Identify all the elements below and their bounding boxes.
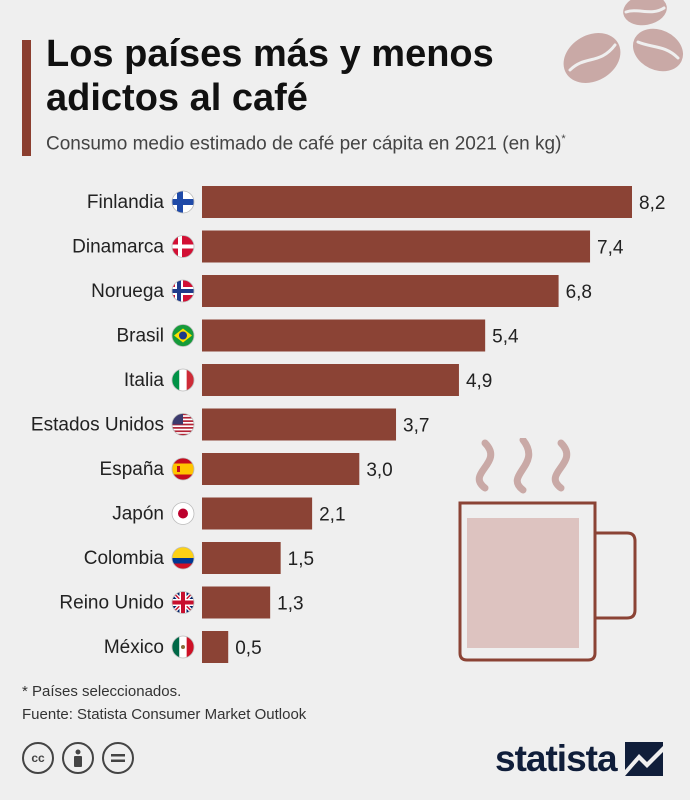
footnote-block: * Países seleccionados. Fuente: Statista… xyxy=(22,680,306,726)
flag-outline xyxy=(171,235,195,258)
brand-name: statista xyxy=(495,738,618,779)
flag-spain-icon xyxy=(172,458,194,480)
bar xyxy=(202,275,559,307)
subtitle-footnote-marker: * xyxy=(561,133,566,145)
value-label: 0,5 xyxy=(235,638,261,659)
flag-outline xyxy=(171,190,195,214)
value-label: 4,9 xyxy=(466,371,492,392)
bar xyxy=(202,453,360,485)
bar xyxy=(202,230,591,263)
value-label: 3,7 xyxy=(403,416,429,437)
bar xyxy=(202,319,486,352)
bar xyxy=(202,364,459,396)
chart-title: Los países más y menos adictos al café xyxy=(46,33,494,119)
flag-colombia-icon xyxy=(172,547,194,569)
category-label: Noruega xyxy=(91,281,164,302)
flag-outline xyxy=(171,279,195,303)
flag-italy-icon xyxy=(172,369,194,391)
category-label: Japón xyxy=(112,504,164,525)
value-label: 8,2 xyxy=(639,193,665,214)
category-label: Colombia xyxy=(84,548,165,569)
bar-chart: Finlandia 8,2 Dinamarca 7,4 Noruega 6,8 Brasil… xyxy=(31,186,665,663)
title-accent-bar xyxy=(22,40,31,156)
flag-brazil-icon xyxy=(172,324,194,347)
statista-logo[interactable]: statista xyxy=(495,738,663,780)
flag-outline xyxy=(171,413,195,436)
flag-norway-icon xyxy=(172,280,194,302)
flag-uk-icon xyxy=(172,591,194,614)
flag-denmark-icon xyxy=(172,235,194,258)
coffee-mug-icon xyxy=(458,438,637,662)
category-label: México xyxy=(104,637,164,658)
flag-outline xyxy=(171,457,195,481)
flag-outline xyxy=(171,324,195,347)
category-label: Estados Unidos xyxy=(31,415,164,436)
bar xyxy=(202,186,632,218)
attribution-icon[interactable] xyxy=(62,742,94,774)
category-label: España xyxy=(100,459,165,480)
chart-subtitle: Consumo medio estimado de café per cápit… xyxy=(46,133,686,155)
category-label: Dinamarca xyxy=(72,237,164,258)
flag-outline xyxy=(171,635,195,659)
category-label: Brasil xyxy=(116,326,164,347)
bar xyxy=(202,497,313,530)
bar xyxy=(202,408,397,441)
subtitle-text: Consumo medio estimado de café per cápit… xyxy=(46,133,562,155)
flag-outline xyxy=(171,502,195,525)
value-label: 5,4 xyxy=(492,327,519,348)
value-label: 3,0 xyxy=(366,460,392,481)
coffee-beans-icon xyxy=(563,0,684,83)
footnote-text: * Países seleccionados. xyxy=(22,683,182,700)
flag-finland-icon xyxy=(172,191,194,213)
category-label: Reino Unido xyxy=(59,593,164,614)
license-icons: cc xyxy=(22,742,134,774)
flag-outline xyxy=(171,546,195,570)
no-derivatives-icon[interactable] xyxy=(102,742,134,774)
bar xyxy=(202,631,229,663)
value-label: 1,3 xyxy=(277,594,303,615)
category-label: Finlandia xyxy=(87,192,165,213)
value-label: 2,1 xyxy=(319,505,345,526)
flag-outline xyxy=(171,591,195,614)
cc-icon[interactable]: cc xyxy=(22,742,54,774)
value-label: 7,4 xyxy=(597,238,624,259)
flag-usa-icon xyxy=(172,413,194,436)
value-label: 6,8 xyxy=(566,282,592,303)
bar xyxy=(202,542,281,574)
bar xyxy=(202,586,271,619)
source-text: Fuente: Statista Consumer Market Outlook xyxy=(22,706,307,723)
statista-logo-icon xyxy=(624,742,663,776)
value-label: 1,5 xyxy=(288,549,314,570)
flag-mexico-icon xyxy=(172,636,194,658)
flag-japan-icon xyxy=(172,502,194,525)
flag-outline xyxy=(171,368,195,392)
category-label: Italia xyxy=(124,370,165,391)
